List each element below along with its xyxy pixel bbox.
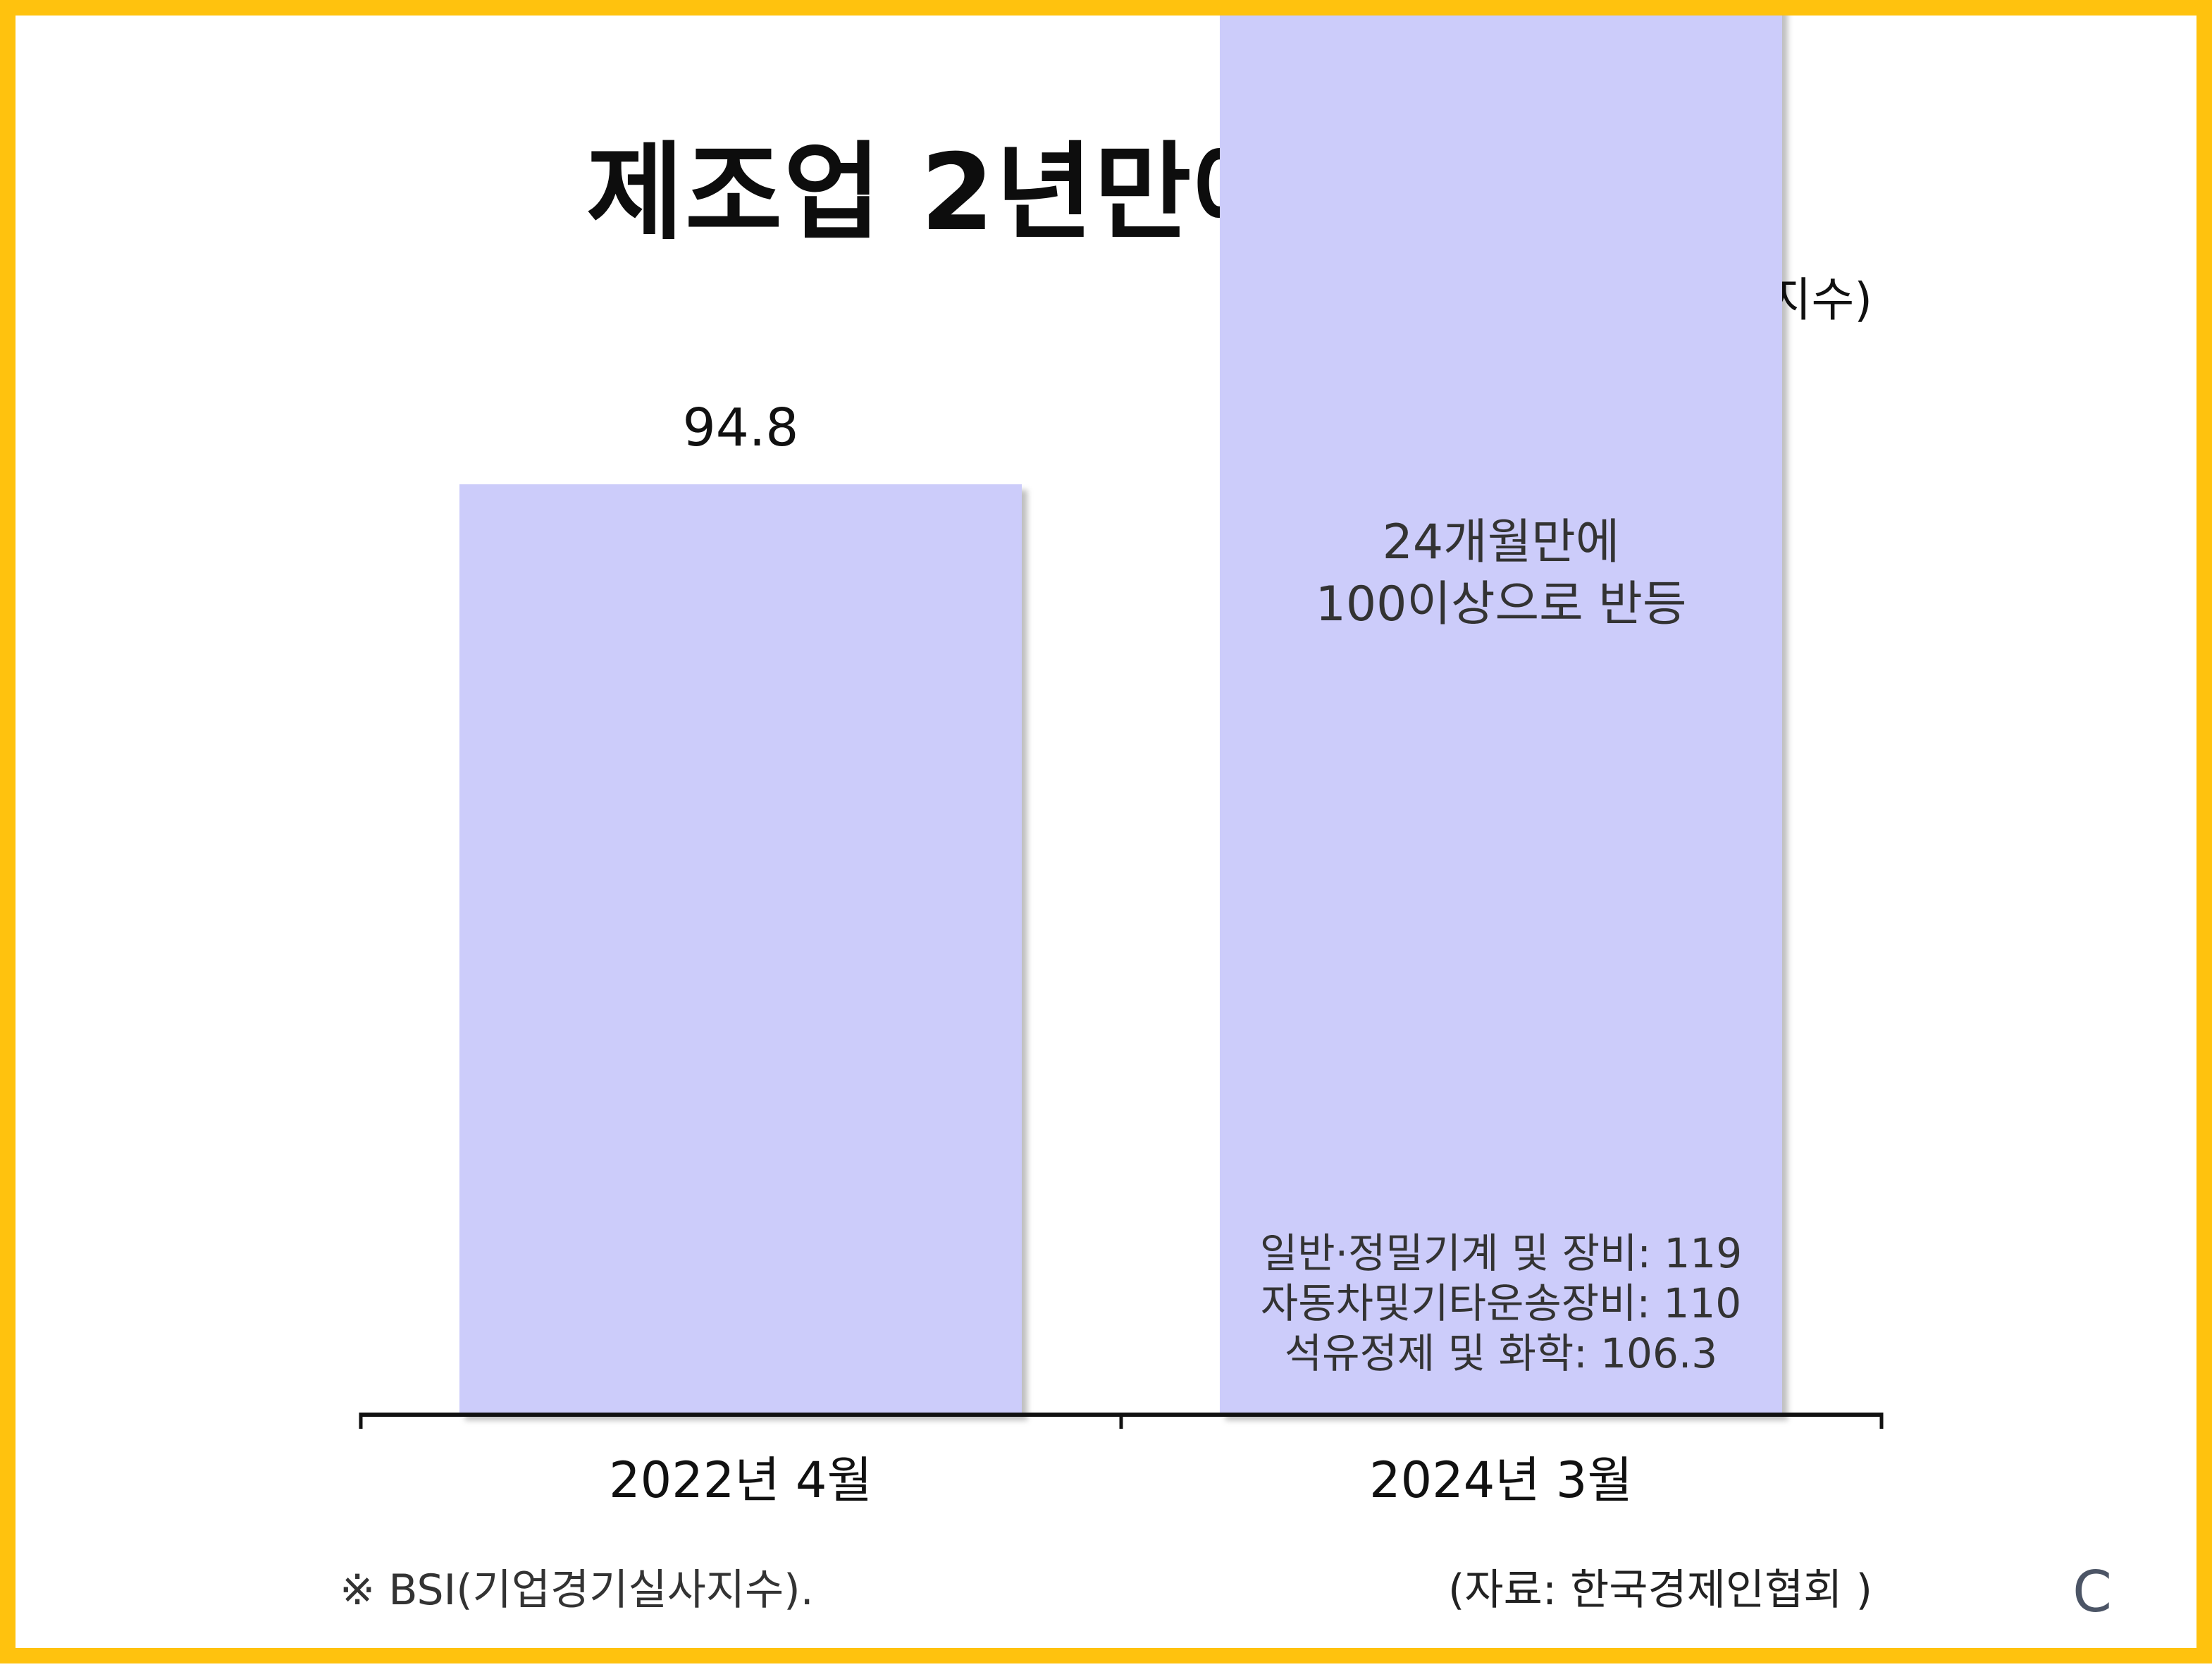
annotation-bottom-line-2: 석유정제 및 화학: 106.3 — [1285, 1329, 1717, 1377]
source-label: (자료: 한국경제인협회 ) — [1448, 1566, 1872, 1615]
logo-icon: C — [2072, 1559, 2112, 1625]
value-label-0: 94.8 — [683, 398, 799, 458]
category-label-0: 2022년 4월 — [609, 1451, 872, 1509]
bar-0 — [459, 484, 1022, 1415]
annotation-bottom-line-0: 일반·정밀기계 및 장비: 119 — [1260, 1229, 1742, 1277]
footnote: ※ BSI(기업경기실사지수). — [340, 1566, 814, 1615]
bar-1 — [1220, 16, 1782, 1415]
category-label-1: 2024년 3월 — [1369, 1451, 1633, 1509]
annotation-top-line-0: 24개월만에 — [1383, 515, 1620, 570]
annotation-top-line-1: 100이상으로 반등 — [1316, 577, 1687, 632]
annotation-bottom-line-1: 자동차및기타운송장비: 110 — [1261, 1279, 1741, 1327]
